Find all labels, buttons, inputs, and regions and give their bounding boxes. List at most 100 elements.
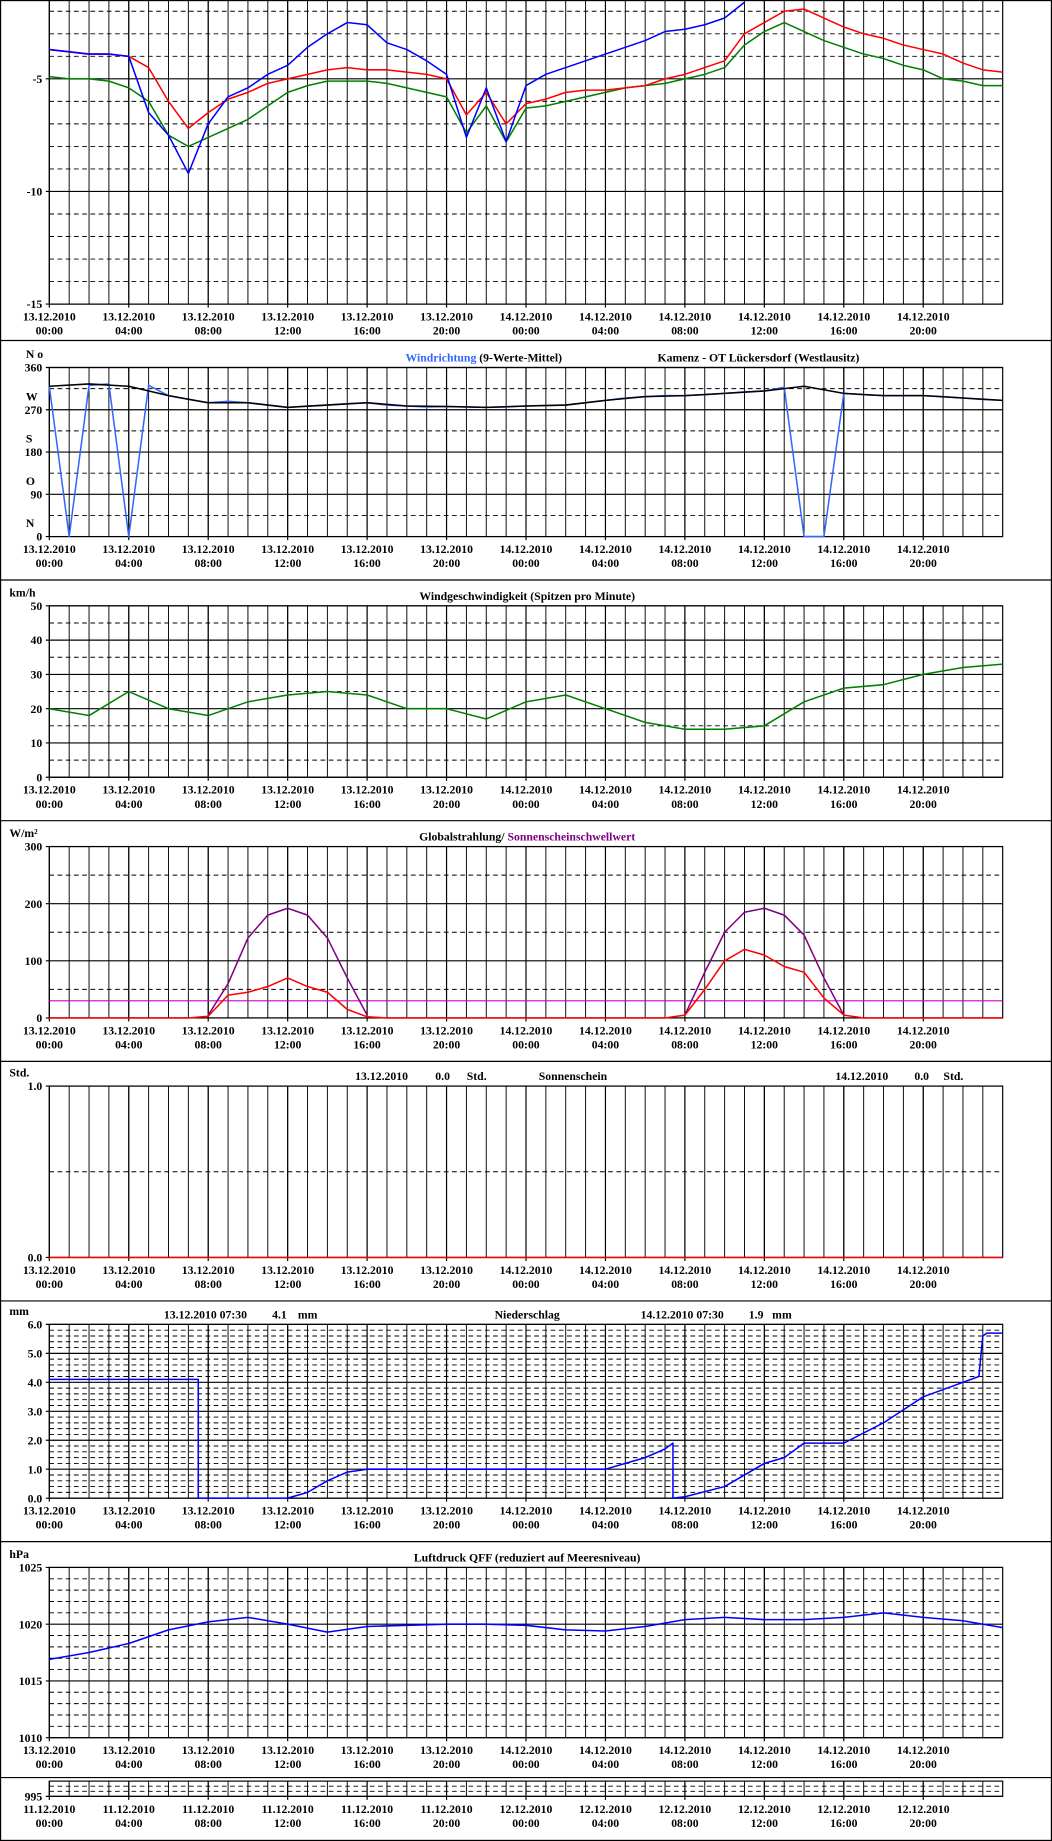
title-part: Globalstrahlung/	[419, 831, 505, 844]
panel: 13.12.201000:0013.12.201004:0013.12.2010…	[23, 0, 1004, 338]
x-tick-time: 12:00	[751, 1038, 779, 1051]
x-tick-time: 20:00	[433, 1758, 461, 1771]
panel: 11.12.201000:0011.12.201004:0011.12.2010…	[23, 1780, 1004, 1830]
x-tick-date: 14.12.2010	[897, 311, 950, 324]
x-tick-time: 16:00	[353, 1758, 381, 1771]
x-tick-date: 14.12.2010	[500, 784, 553, 797]
y-tick-label: 10	[31, 737, 43, 750]
x-tick-date: 13.12.2010	[341, 1744, 394, 1757]
annotation: 1.9	[749, 1309, 764, 1322]
y-tick-label: 200	[25, 898, 43, 911]
x-tick-date: 13.12.2010	[420, 1744, 473, 1757]
compass-label: W	[26, 390, 38, 403]
y-tick-label: 995	[25, 1790, 43, 1803]
x-tick-time: 12:00	[274, 557, 302, 570]
x-tick-date: 14.12.2010	[500, 1505, 553, 1518]
x-tick-date: 13.12.2010	[23, 1264, 76, 1277]
x-tick-date: 14.12.2010	[897, 784, 950, 797]
x-tick-date: 14.12.2010	[897, 1264, 950, 1277]
x-tick-date: 13.12.2010	[102, 1505, 155, 1518]
plot-border	[48, 366, 1004, 538]
x-tick-date: 14.12.2010	[658, 543, 711, 556]
x-tick-time: 00:00	[36, 1278, 64, 1291]
x-tick-date: 14.12.2010	[500, 1264, 553, 1277]
x-tick-time: 20:00	[433, 1038, 461, 1051]
x-tick-time: 16:00	[830, 1278, 858, 1291]
x-tick-date: 13.12.2010	[23, 543, 76, 556]
x-tick-time: 00:00	[512, 1278, 540, 1291]
x-tick-time: 00:00	[512, 1817, 540, 1830]
x-tick-time: 00:00	[512, 798, 540, 811]
x-tick-date: 14.12.2010	[658, 1024, 711, 1037]
annotation: Std.	[467, 1070, 487, 1083]
x-tick-date: 13.12.2010	[102, 1264, 155, 1277]
x-tick-time: 04:00	[115, 325, 143, 338]
x-tick-time: 16:00	[353, 1519, 381, 1532]
x-tick-date: 14.12.2010	[658, 784, 711, 797]
panel: 13.12.201000:0013.12.201004:0013.12.2010…	[9, 1067, 1004, 1291]
annotation: mm	[298, 1309, 318, 1322]
x-tick-date: 11.12.2010	[341, 1803, 393, 1816]
x-tick-date: 14.12.2010	[738, 1744, 791, 1757]
annotation: 13.12.2010 07:30	[164, 1309, 247, 1322]
data-line	[49, 21, 1003, 148]
x-tick-date: 14.12.2010	[817, 1024, 870, 1037]
x-tick-time: 00:00	[512, 325, 540, 338]
x-tick-date: 14.12.2010	[579, 784, 632, 797]
x-tick-time: 00:00	[36, 1817, 64, 1830]
x-tick-date: 13.12.2010	[23, 311, 76, 324]
x-tick-date: 14.12.2010	[658, 1505, 711, 1518]
x-tick-time: 20:00	[433, 557, 461, 570]
x-tick-time: 00:00	[36, 1758, 64, 1771]
data-line	[207, 907, 845, 1016]
x-tick-time: 08:00	[195, 798, 223, 811]
annotation: 4.1	[272, 1309, 287, 1322]
x-tick-date: 13.12.2010	[341, 1264, 394, 1277]
x-tick-date: 11.12.2010	[103, 1803, 155, 1816]
title-part: Niederschlag	[495, 1309, 560, 1322]
x-tick-time: 00:00	[512, 1038, 540, 1051]
x-tick-time: 08:00	[671, 1758, 699, 1771]
x-tick-time: 12:00	[751, 1519, 779, 1532]
x-tick-time: 04:00	[592, 1758, 620, 1771]
x-tick-date: 13.12.2010	[23, 1024, 76, 1037]
chart-title: Luftdruck QFF (reduziert auf Meeresnivea…	[414, 1552, 641, 1565]
y-unit: km/h	[9, 586, 36, 599]
x-tick-date: 14.12.2010	[579, 311, 632, 324]
x-tick-time: 20:00	[910, 1817, 938, 1830]
x-tick-time: 08:00	[195, 1038, 223, 1051]
y-tick-label: -10	[27, 186, 43, 199]
annotation: 14.12.2010	[835, 1070, 888, 1083]
chart-title: Windgeschwindigkeit (Spitzen pro Minute)	[419, 590, 635, 603]
x-tick-time: 00:00	[36, 325, 64, 338]
x-tick-date: 11.12.2010	[420, 1803, 472, 1816]
x-tick-date: 14.12.2010	[500, 543, 553, 556]
y-tick-label: 360	[25, 362, 43, 375]
x-tick-time: 12:00	[274, 1038, 302, 1051]
y-tick-label: 3.0	[28, 1405, 43, 1418]
x-tick-time: 08:00	[195, 1758, 223, 1771]
x-tick-time: 16:00	[830, 325, 858, 338]
x-tick-date: 14.12.2010	[897, 543, 950, 556]
x-tick-time: 04:00	[592, 325, 620, 338]
x-tick-date: 13.12.2010	[420, 1505, 473, 1518]
x-tick-date: 14.12.2010	[738, 784, 791, 797]
x-tick-time: 04:00	[592, 1038, 620, 1051]
compass-label: S	[26, 433, 33, 446]
x-tick-date: 12.12.2010	[738, 1803, 791, 1816]
x-tick-time: 12:00	[751, 1817, 779, 1830]
x-tick-time: 16:00	[353, 557, 381, 570]
title-part: Sonnenschein	[539, 1070, 608, 1083]
x-tick-date: 13.12.2010	[261, 543, 314, 556]
x-tick-time: 08:00	[671, 1519, 699, 1532]
plot-border	[48, 1323, 1004, 1499]
x-tick-date: 13.12.2010	[23, 1744, 76, 1757]
y-unit: mm	[9, 1305, 29, 1318]
y-tick-label: 5.0	[28, 1347, 43, 1360]
y-unit: W/m²	[9, 827, 38, 840]
y-tick-label: 4.0	[28, 1376, 43, 1389]
y-tick-label: 1015	[19, 1675, 43, 1688]
y-tick-label: 300	[25, 841, 43, 854]
x-tick-date: 14.12.2010	[658, 1264, 711, 1277]
x-tick-date: 12.12.2010	[658, 1803, 711, 1816]
